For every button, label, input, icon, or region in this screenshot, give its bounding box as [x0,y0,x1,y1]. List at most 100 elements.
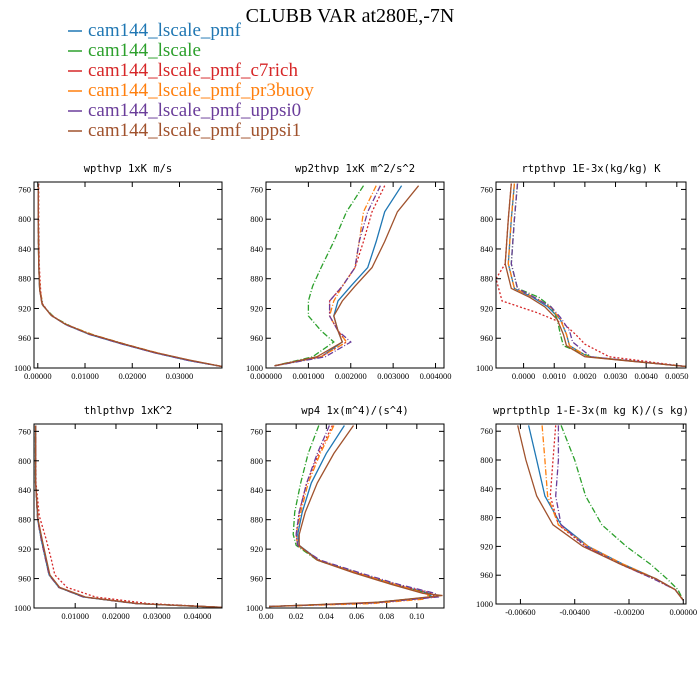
legend-label: cam144_lscale [88,40,201,61]
series-line-cam144_lscale_pmf [37,183,222,368]
series-line-cam144_lscale_pmf_c7rich [38,183,222,368]
series-group [34,425,222,608]
y-tick-label: 960 [480,333,493,343]
panel-1: wpthvp 1xK m/s 760 800 840 880 920 960 10000.00… [14,163,223,381]
panel-title: thlpthvp 1xK^2 [84,405,173,417]
y-tick-label: 760 [480,426,493,436]
series-line-cam144_lscale [268,425,432,608]
x-tick-label: 0.0000 [512,371,535,381]
plot-frame [265,423,445,609]
y-tick-label: 760 [18,184,31,194]
y-tick-label: 800 [250,214,263,224]
y-tick-label: 880 [480,274,493,284]
series-group [517,425,684,601]
series-line-cam144_lscale_pmf_uppsi0 [37,183,222,368]
y-tick-label: 880 [18,515,31,525]
series-line-cam144_lscale [510,183,686,368]
y-tick-label: 760 [250,426,263,436]
legend-label: cam144_lscale_pmf_c7rich [88,60,298,81]
x-tick-label: 0.004000 [420,371,452,381]
series-line-cam144_lscale_pmf_c7rich [34,425,222,608]
legend-entry: cam144_lscale_pmf_uppsi0 [68,100,301,121]
x-tick-label: -0.00200 [614,607,644,617]
x-tick-label: 0.0040 [634,371,657,381]
panel-5: wp4 1x(m^4)/(s^4)76080084088092096010000… [246,405,445,621]
y-tick-label: 840 [250,244,263,254]
panel-6: wprtpthlp 1-E-3x(m kg K)/(s kg)760 800 840… [476,405,697,617]
series-line-cam144_lscale_pmf_pr3buoy [37,183,222,368]
series-line-cam144_lscale [560,425,684,601]
y-tick-label: 840 [480,484,493,494]
series-line-cam144_lscale_pmf_uppsi0 [34,425,222,608]
y-tick-label: 920 [18,303,31,313]
series-line-cam144_lscale_pmf_uppsi0 [555,425,684,601]
x-tick-label: 0.001000 [292,371,324,381]
y-tick-label: 880 [250,274,263,284]
series-line-cam144_lscale_pmf_c7rich [549,425,684,601]
series-line-cam144_lscale_pmf_pr3buoy [541,425,684,601]
series-line-cam144_lscale_pmf_uppsi1 [504,183,686,368]
series-line-cam144_lscale_pmf_uppsi0 [268,425,440,608]
y-tick-label: 960 [250,333,263,343]
x-tick-label: 0.002000 [335,371,367,381]
series-line-cam144_lscale_pmf [527,425,684,601]
y-tick-label: 760 [250,184,263,194]
series-line-cam144_lscale_pmf_pr3buoy [274,185,377,367]
y-tick-label: 1000 [14,603,31,613]
x-tick-label: 0.04 [319,611,335,621]
series-line-cam144_lscale_pmf_pr3buoy [268,425,431,608]
legend-label: cam144_lscale_pmf_pr3buoy [88,80,314,101]
y-tick-label: 760 [18,426,31,436]
figure-title: CLUBB VAR at280E,-7N [246,5,455,27]
x-tick-label: 0.02000 [118,371,146,381]
y-tick-label: 1000 [246,363,263,373]
y-tick-label: 1000 [476,599,493,609]
y-tick-label: 1000 [476,363,493,373]
y-tick-label: 840 [250,485,263,495]
y-tick-label: 1000 [246,603,263,613]
series-group [274,185,420,367]
panel-4: thlpthvp 1xK^2 760 800 840 880 920 960 1000 0.01… [14,405,223,621]
x-tick-label: 0.01000 [71,371,99,381]
plot-frame [33,181,223,369]
y-tick-label: 760 [480,184,493,194]
plot-frame [495,181,687,369]
legend-label: cam144_lscale_pmf_uppsi0 [88,100,301,121]
panel-title: rtpthvp 1E-3x(kg/kg) K [521,163,661,175]
plot-frame [495,423,687,605]
series-group [496,183,686,368]
x-tick-label: 0.02000 [102,611,130,621]
y-tick-label: 880 [18,274,31,284]
legend-entry: cam144_lscale_pmf_pr3buoy [68,80,314,101]
panel-title: wp4 1x(m^4)/(s^4) [301,405,408,417]
series-group [268,425,443,608]
x-tick-label: 0.04000 [184,611,212,621]
series-line-cam144_lscale_pmf_pr3buoy [34,425,222,608]
legend-label: cam144_lscale_pmf [88,20,242,41]
y-tick-label: 960 [18,333,31,343]
panels: wpthvp 1xK m/s76080084088092096010000.00… [14,163,697,621]
series-line-cam144_lscale_pmf_uppsi0 [274,185,381,367]
x-tick-label: -0.00400 [559,607,589,617]
y-tick-label: 800 [480,214,493,224]
y-tick-label: 840 [18,244,31,254]
series-line-cam144_lscale [37,183,222,368]
series-line-cam144_lscale [34,425,222,608]
panel-title: wpthvp 1xK m/s [84,163,173,175]
y-tick-label: 920 [250,303,263,313]
series-line-cam144_lscale_pmf_c7rich [268,425,437,608]
plot-frame [33,423,223,609]
panel-title: wprtpthlp 1-E-3x(m kg K)/(s kg) [493,405,689,417]
x-tick-label: 0.00000 [669,607,697,617]
series-group [37,183,222,368]
series-line-cam144_lscale_pmf_uppsi1 [268,425,443,608]
series-line-cam144_lscale_pmf_uppsi1 [517,425,684,601]
x-tick-label: 0.02 [289,611,304,621]
x-tick-label: 0.000000 [250,371,282,381]
x-tick-label: 0.08 [379,611,394,621]
series-line-cam144_lscale_pmf_c7rich [274,185,386,367]
x-tick-label: 0.00000 [24,371,52,381]
y-tick-label: 840 [480,244,493,254]
series-line-cam144_lscale_pmf_uppsi1 [34,425,222,608]
legend-entry: cam144_lscale [68,40,201,61]
